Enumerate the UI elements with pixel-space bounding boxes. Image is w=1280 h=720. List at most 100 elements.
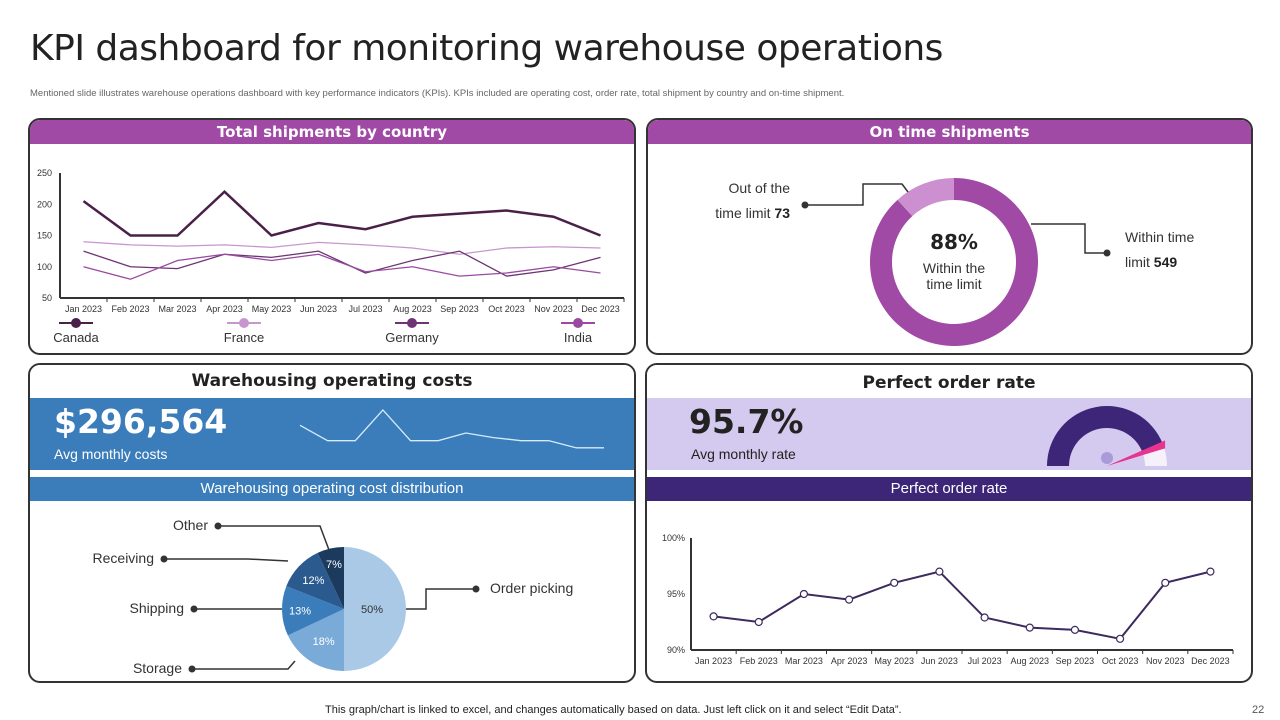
x-tick-label: Aug 2023 — [393, 304, 432, 314]
on-time-panel: On time shipments Out of the time limit … — [646, 118, 1253, 355]
out-of-limit-callout: Out of the time limit 73 — [688, 176, 790, 226]
shipments-legend: Canada France Germany India — [30, 316, 634, 352]
x-tick-label: Feb 2023 — [111, 304, 149, 314]
center-label-2: time limit — [926, 276, 982, 292]
legend-swatch-icon — [59, 316, 93, 328]
shipments-header: Total shipments by country — [30, 120, 634, 144]
y-tick-label: 50 — [42, 293, 52, 303]
pie-slice-storage — [287, 609, 344, 671]
pie-callout-line — [406, 588, 476, 610]
legend-label: France — [223, 330, 265, 345]
y-tick-label: 90% — [667, 645, 685, 655]
order-rate-gauge — [1047, 406, 1167, 466]
cost-distribution-header: Warehousing operating cost distribution — [30, 477, 634, 501]
pie-category-label: Receiving — [93, 550, 154, 566]
order-rate-panel: Perfect order rate 95.7% Avg monthly rat… — [645, 363, 1253, 683]
x-tick-label: Dec 2023 — [1191, 656, 1230, 666]
pie-slice-shipping — [281, 586, 344, 636]
y-tick-label: 150 — [37, 231, 52, 241]
gauge-filled-arc — [1047, 406, 1163, 466]
x-tick-label: Aug 2023 — [1010, 656, 1049, 666]
pie-category-label: Storage — [133, 660, 182, 676]
legend-swatch-icon — [227, 316, 261, 328]
x-tick-label: Oct 2023 — [488, 304, 525, 314]
within-callout-line — [1031, 223, 1107, 254]
pie-value-label: 7% — [326, 559, 342, 571]
pie-category-label: Other — [173, 517, 208, 533]
x-tick-label: Apr 2023 — [831, 656, 868, 666]
x-tick-label: Jun 2023 — [921, 656, 958, 666]
pie-callout-dot — [214, 522, 222, 530]
center-label-1: Within the — [922, 260, 986, 276]
legend-item-india: India — [532, 316, 624, 345]
out-label-2: time limit — [715, 205, 771, 221]
x-tick-label: Nov 2023 — [1146, 656, 1185, 666]
order-rate-point — [1115, 634, 1125, 643]
pie-callout-line — [218, 525, 330, 551]
slide-title: KPI dashboard for monitoring warehouse o… — [30, 28, 943, 69]
within-value: 549 — [1153, 254, 1178, 270]
pie-callout-line — [192, 660, 296, 670]
pie-callout-line — [164, 558, 289, 562]
pie-callout-dot — [190, 605, 198, 613]
x-tick-label: Apr 2023 — [206, 304, 243, 314]
shipments-panel: Total shipments by country 250 200 150 100 5… — [28, 118, 636, 355]
page-number: 22 — [1252, 704, 1265, 716]
pie-callout-dot — [160, 555, 168, 563]
out-value: 73 — [774, 205, 790, 221]
within-limit-callout: Within time limit 549 — [1125, 225, 1194, 275]
costs-panel: Warehousing operating costs $296,564 Avg… — [28, 363, 636, 683]
costs-kpi-band: $296,564 Avg monthly costs — [30, 398, 634, 470]
x-tick-label: Jan 2023 — [65, 304, 102, 314]
order-rate-point — [935, 567, 944, 576]
y-tick-label: 100% — [662, 533, 685, 543]
x-tick-label: Nov 2023 — [534, 304, 573, 314]
order-rate-kpi-band: 95.7% Avg monthly rate — [647, 398, 1251, 470]
x-tick-label: Mar 2023 — [158, 304, 196, 314]
order-rate-sub-header: Perfect order rate — [647, 477, 1251, 501]
legend-item-germany: Germany — [366, 316, 458, 345]
x-tick-label: Sep 2023 — [440, 304, 479, 314]
donut-center: 88% Within the time limit — [898, 230, 1010, 292]
pie-callout-dot — [188, 665, 196, 673]
avg-monthly-rate-value: 95.7% — [689, 402, 804, 441]
avg-monthly-cost-value: $296,564 — [54, 402, 228, 441]
center-value: 88% — [930, 230, 978, 254]
x-tick-label: Jan 2023 — [695, 656, 732, 666]
on-time-header: On time shipments — [648, 120, 1251, 144]
pie-value-label: 50% — [361, 604, 383, 616]
pie-value-label: 13% — [289, 605, 311, 617]
sparkline-path — [299, 409, 604, 449]
within-label-2: limit — [1125, 254, 1150, 270]
out-callout-dot — [801, 201, 809, 209]
order-rate-point — [754, 617, 763, 627]
legend-swatch-icon — [561, 316, 595, 328]
y-tick-label: 100 — [37, 262, 52, 272]
order-rate-line — [713, 570, 1211, 640]
order-rate-line-chart[interactable]: 100% 95% 90% Jan 2023 Feb 2023 Mar 2023 Apr 20… — [647, 503, 1251, 683]
pie-value-label: 18% — [313, 636, 335, 648]
x-tick-label: Feb 2023 — [740, 656, 778, 666]
x-tick-label: May 2023 — [252, 304, 292, 314]
legend-label: India — [563, 330, 593, 345]
y-tick-label: 95% — [667, 589, 685, 599]
y-tick-label: 200 — [37, 199, 52, 209]
avg-monthly-cost-label: Avg monthly costs — [54, 446, 168, 462]
out-callout-line — [805, 183, 909, 206]
cost-distribution-pie-chart[interactable]: 50% 18% 13% 12%7% Order picking Storage Shippi… — [30, 501, 634, 683]
out-label-1: Out of the — [728, 180, 790, 196]
legend-label: Germany — [385, 330, 439, 345]
order-rate-point — [1025, 623, 1034, 632]
donut-slice-out — [897, 178, 954, 217]
order-rate-point — [1206, 567, 1215, 576]
gauge-pivot — [1101, 452, 1113, 464]
slide-subtitle: Mentioned slide illustrates warehouse op… — [30, 88, 845, 99]
x-tick-label: Mar 2023 — [785, 656, 823, 666]
shipments-line-chart[interactable]: 250 200 150 100 50 Jan 2023 Feb 2023 Mar 2023 Ap… — [30, 146, 634, 316]
order-rate-point — [890, 578, 899, 587]
on-time-donut-chart[interactable] — [648, 148, 1251, 353]
costs-header: Warehousing operating costs — [30, 365, 634, 397]
series-line-india — [83, 253, 601, 280]
legend-item-canada: Canada — [30, 316, 122, 345]
pie-category-label: Shipping — [130, 600, 185, 616]
